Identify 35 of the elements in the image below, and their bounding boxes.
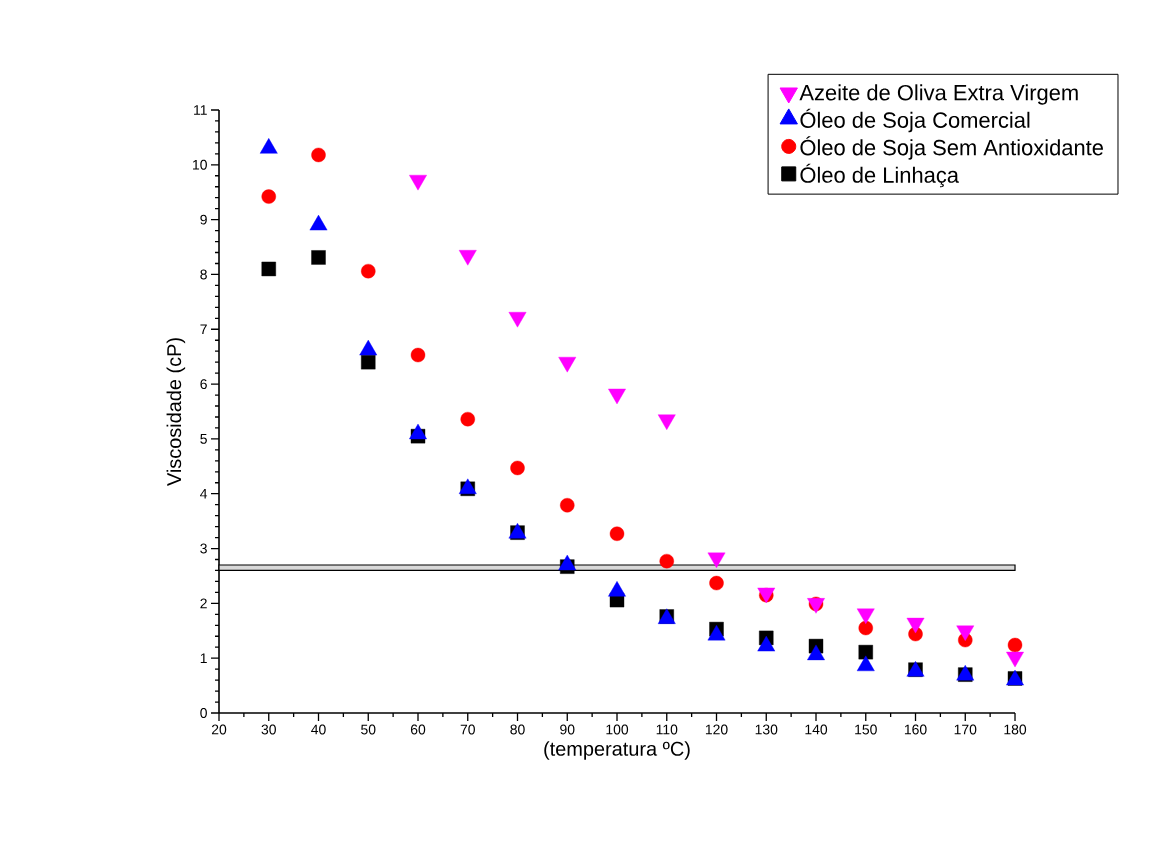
y-tick-label: 4 — [200, 488, 208, 499]
y-tick-label: 10 — [193, 159, 207, 170]
y-tick-label: 11 — [194, 105, 207, 115]
y-tick-label: 5 — [200, 434, 207, 444]
x-tick-label: 60 — [410, 724, 426, 735]
x-tick-label: 120 — [705, 724, 728, 735]
x-tick-label: 50 — [361, 724, 376, 735]
x-tick-label: 150 — [855, 724, 877, 735]
y-tick-label: 1 — [200, 653, 207, 663]
y-tick-label: 3 — [200, 543, 207, 554]
y-tick-label: 6 — [200, 379, 207, 390]
x-tick-label: 90 — [560, 724, 575, 735]
x-tick-label: 70 — [460, 724, 475, 735]
x-tick-label: 140 — [805, 724, 828, 735]
x-tick-label: 80 — [510, 724, 525, 735]
x-axis-title: (temperatura ºC) — [544, 741, 690, 760]
y-axis-title: Viscosidade (cP) — [166, 338, 186, 486]
y-tick-label: 2 — [200, 598, 207, 609]
y-tick-label: 0 — [200, 708, 207, 718]
legend-label: Óleo de Soja Sem Antioxidante — [800, 136, 1103, 160]
x-tick-label: 40 — [311, 724, 326, 735]
legend-label: Óleo de Soja Comercial — [800, 108, 1030, 133]
legend-label: Óleo de Linhaça — [800, 163, 959, 188]
y-tick-label: 8 — [200, 269, 207, 280]
y-tick-label: 9 — [200, 214, 207, 225]
x-tick-label: 30 — [261, 724, 276, 735]
x-tick-label: 180 — [1004, 724, 1027, 735]
x-tick-label: 130 — [755, 724, 778, 735]
x-tick-label: 100 — [606, 724, 629, 735]
x-tick-label: 110 — [656, 724, 678, 735]
legend-label: Azeite de Oliva Extra Virgem — [799, 84, 1078, 105]
x-tick-label: 170 — [954, 724, 977, 735]
y-tick-label: 7 — [200, 324, 207, 335]
x-tick-label: 160 — [904, 724, 927, 735]
x-tick-label: 20 — [211, 724, 227, 735]
